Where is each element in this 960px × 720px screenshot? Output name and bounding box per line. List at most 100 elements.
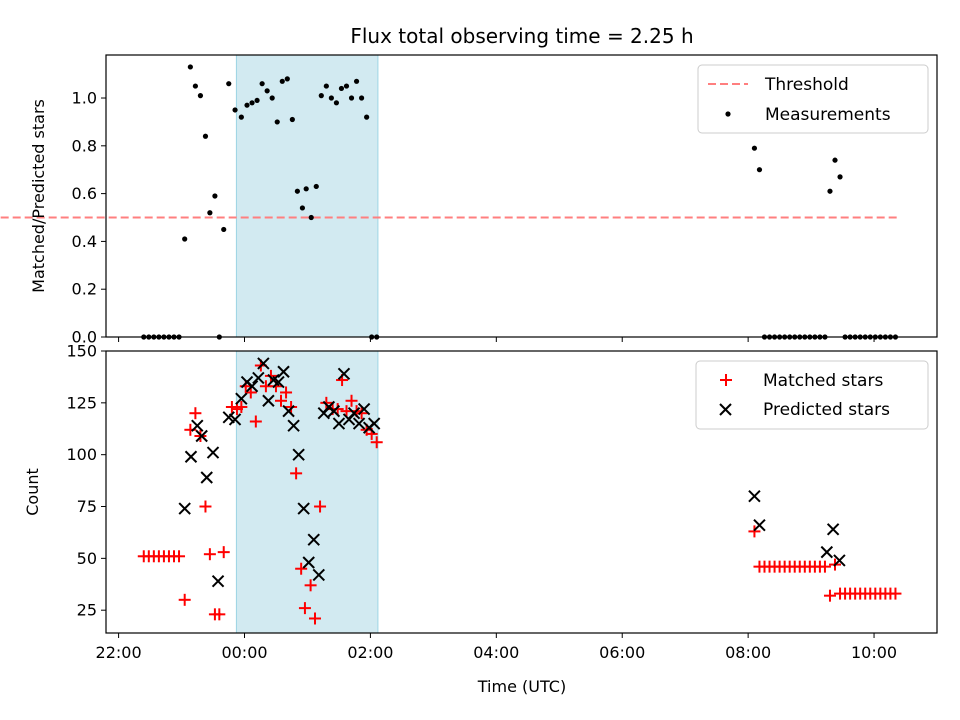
- predicted-star-point: [327, 404, 341, 418]
- measurement-point: [832, 157, 838, 163]
- measurement-point: [289, 116, 295, 123]
- measurement-point: [837, 174, 843, 180]
- predicted-star-point: [206, 446, 220, 459]
- matched-star-point: [259, 380, 272, 393]
- measurement-point: [182, 236, 188, 242]
- measurement-point: [364, 114, 370, 120]
- top-y-tick-label: 1.0: [72, 89, 97, 108]
- predicted-star-point: [312, 568, 325, 582]
- predicted-star-point: [178, 502, 191, 515]
- matched-star-point: [235, 400, 248, 413]
- matched-star-point: [203, 548, 216, 561]
- measurement-point: [308, 214, 314, 221]
- matched-star-point: [213, 608, 226, 621]
- measurement-point: [353, 78, 360, 84]
- predicted-star-point: [367, 417, 381, 430]
- legend-measurements-label: Measurements: [765, 105, 891, 125]
- predicted-star-point: [245, 380, 259, 393]
- predicted-star-point: [347, 406, 361, 420]
- bottom-legend-frame: [695, 360, 929, 430]
- bottom-y-tick-label: 125: [66, 393, 97, 412]
- top-legend-frame: [697, 64, 929, 134]
- measurement-point: [323, 83, 329, 89]
- bottom-panel: 25 50 75 100 125 150 22:00 00:00 02:00 04:00 06:00…: [66, 342, 938, 662]
- bottom-y-tick-label: 150: [66, 342, 97, 361]
- predicted-star-point: [833, 554, 846, 567]
- top-axes-frame: [105, 54, 938, 338]
- bottom-y-axis-label: Count: [23, 468, 42, 516]
- legend-threshold-label: Threshold: [764, 75, 849, 95]
- bottom-y-tick-label: 100: [66, 445, 97, 464]
- predicted-star-point: [748, 489, 761, 503]
- matched-star-point: [199, 500, 212, 513]
- bottom-highlight-span: [235, 350, 379, 634]
- measurement-point: [274, 119, 280, 125]
- predicted-star-point: [292, 448, 305, 461]
- measurement-point: [284, 76, 290, 82]
- predicted-star-point: [262, 394, 275, 407]
- matched-star-point: [189, 407, 202, 420]
- legend-predicted-marker: [719, 403, 732, 416]
- matched-star-point: [295, 562, 308, 575]
- predicted-star-point: [820, 545, 834, 559]
- matched-star-point: [309, 612, 322, 625]
- legend-measurements-marker: [725, 111, 731, 117]
- matched-star-point: [285, 400, 298, 413]
- matched-star-point: [173, 550, 186, 563]
- measurement-point: [827, 188, 833, 194]
- measurement-point: [303, 186, 309, 192]
- predicted-star-point: [282, 404, 295, 418]
- measurement-point: [187, 64, 193, 70]
- predicted-star-point: [211, 574, 225, 588]
- top-y-tick-label: 0.6: [72, 184, 97, 203]
- matched-star-point: [249, 415, 262, 428]
- matched-star-point: [304, 579, 317, 592]
- predicted-star-point: [184, 450, 198, 463]
- measurement-point: [197, 93, 204, 99]
- predicted-star-point: [228, 413, 242, 426]
- measurement-point: [328, 95, 334, 101]
- predicted-star-point: [195, 429, 208, 443]
- measurement-point: [226, 81, 232, 87]
- x-axis-label: Time (UTC): [477, 677, 566, 696]
- matched-star-point: [314, 500, 327, 513]
- measurement-point: [269, 95, 275, 101]
- matched-star-point: [370, 436, 383, 449]
- x-tick-label: 10:00: [851, 643, 897, 662]
- measurement-point: [358, 95, 365, 101]
- measurement-point: [343, 83, 350, 89]
- x-tick-label: 06:00: [599, 643, 645, 662]
- predicted-star-point: [357, 402, 371, 416]
- predicted-star-point: [337, 367, 351, 381]
- bottom-axes-frame: [105, 350, 938, 634]
- measurement-point: [313, 183, 319, 190]
- top-panel: 0.0 0.2 0.4 0.6 0.8 1.0: [0, 54, 938, 347]
- matched-star-point: [818, 560, 831, 573]
- measurement-point: [338, 85, 345, 92]
- predicted-star-point: [200, 471, 213, 484]
- matched-star-point: [298, 602, 311, 615]
- predicted-star-point: [332, 417, 346, 430]
- matched-star-point: [331, 403, 344, 416]
- bottom-legend: Matched stars Predicted stars: [695, 360, 929, 430]
- top-y-axis-label: Matched/Predicted stars: [29, 99, 48, 293]
- predicted-star-point: [257, 357, 270, 370]
- predicted-star-point: [191, 419, 204, 432]
- matched-star-point: [178, 593, 191, 606]
- legend-predicted-label: Predicted stars: [763, 400, 890, 420]
- matched-star-point: [264, 369, 277, 382]
- measurement-point: [333, 100, 340, 106]
- predicted-star-point: [235, 392, 248, 405]
- top-y-tick-label: 0.2: [72, 280, 97, 299]
- matched-star-point: [355, 407, 368, 420]
- predicted-star-point: [302, 556, 315, 569]
- legend-matched-label: Matched stars: [763, 371, 883, 391]
- matched-star-point: [340, 405, 353, 418]
- predicted-star-point: [297, 502, 310, 515]
- measurement-point: [232, 107, 238, 113]
- matched-star-point: [280, 386, 293, 399]
- x-tick-label: 02:00: [347, 643, 393, 662]
- measurement-point: [348, 95, 355, 101]
- measurement-point: [192, 83, 198, 89]
